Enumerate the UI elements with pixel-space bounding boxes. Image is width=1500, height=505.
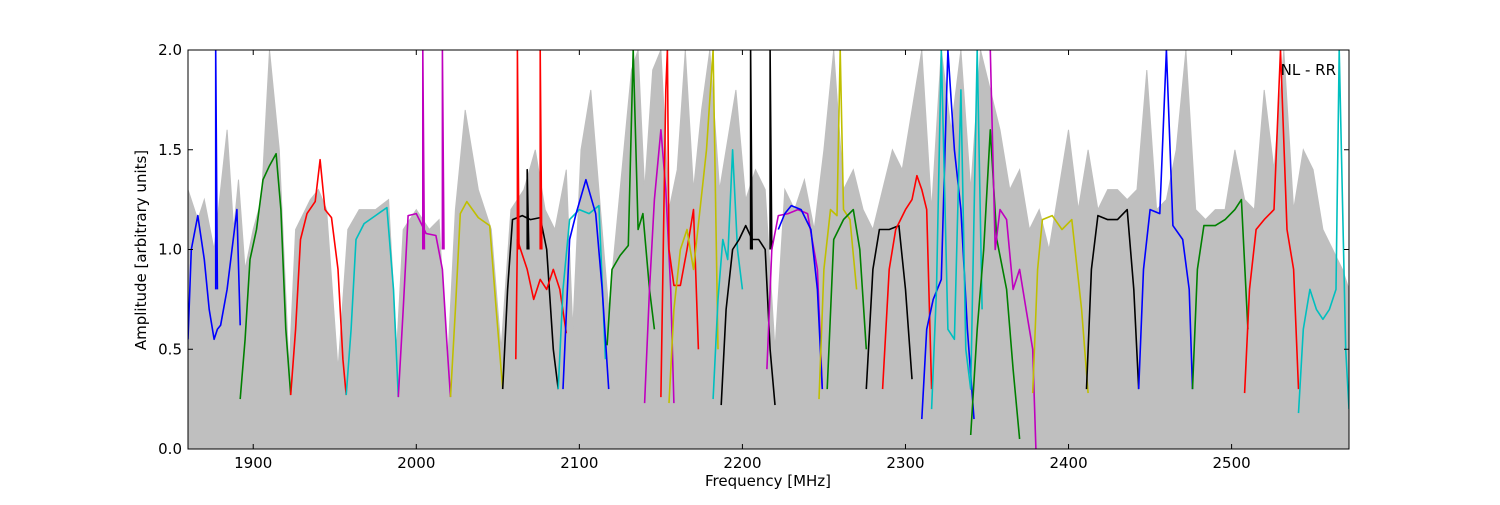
y-axis-label: Amplitude [arbitrary units] [132, 150, 150, 350]
series-line-37 [1191, 198, 1249, 390]
series-line-13 [539, 50, 543, 250]
series-line-10 [526, 168, 530, 250]
series-line-20 [712, 149, 744, 400]
x-tick-label: 2000 [397, 454, 435, 472]
series-line-38 [1243, 50, 1300, 394]
x-tick-label: 2100 [560, 454, 598, 472]
series-line-35 [1085, 208, 1140, 390]
y-tick-label: 1.5 [158, 141, 182, 159]
x-axis-label: Frequency [MHz] [705, 472, 831, 490]
x-axis: 1900 2000 2100 2200 2300 2400 2500 [234, 50, 1251, 472]
series-line-1 [214, 50, 219, 290]
series-line-26 [818, 50, 858, 400]
series-line-9 [501, 214, 559, 390]
y-tick-label: 0.0 [158, 440, 182, 458]
series-line-5 [397, 212, 452, 398]
series-line-28 [865, 224, 913, 390]
x-tick-label: 2400 [1049, 454, 1087, 472]
series-line-31 [930, 50, 983, 410]
series-line-33 [989, 50, 1037, 449]
y-axis: 0.0 0.5 1.0 1.5 2.0 [158, 41, 1349, 458]
series-line-17 [643, 129, 675, 404]
series-line-2 [239, 152, 292, 400]
series-line-7 [441, 50, 445, 250]
series-line-22 [749, 50, 753, 250]
series-line-4 [345, 206, 400, 398]
series-line-12 [516, 50, 520, 250]
series-line-0 [188, 208, 241, 341]
chart-annotation: NL - RR [1281, 61, 1336, 79]
series-line-27 [826, 208, 868, 390]
series-line-39 [1297, 50, 1349, 414]
series-line-16 [606, 50, 656, 346]
series-line-34 [1031, 214, 1089, 394]
series-line-36 [1137, 50, 1194, 390]
x-tick-label: 2500 [1213, 454, 1251, 472]
background-envelope [188, 50, 1349, 449]
series-line-21 [720, 224, 776, 406]
series-line-25 [777, 204, 824, 390]
y-tick-label: 2.0 [158, 41, 182, 59]
series-line-24 [766, 208, 824, 390]
series-line-19 [668, 50, 719, 404]
series-line-3 [289, 158, 347, 396]
x-tick-label: 1900 [234, 454, 272, 472]
series-line-23 [769, 50, 773, 250]
series-line-29 [881, 174, 933, 390]
y-tick-label: 1.0 [158, 241, 182, 259]
series-line-15 [562, 178, 610, 390]
series-line-18 [660, 50, 700, 398]
series-line-8 [449, 200, 504, 398]
x-tick-label: 2200 [723, 454, 761, 472]
y-tick-label: 0.5 [158, 340, 182, 358]
series-line-14 [557, 204, 607, 390]
x-tick-label: 2300 [886, 454, 924, 472]
series-line-6 [421, 50, 426, 250]
